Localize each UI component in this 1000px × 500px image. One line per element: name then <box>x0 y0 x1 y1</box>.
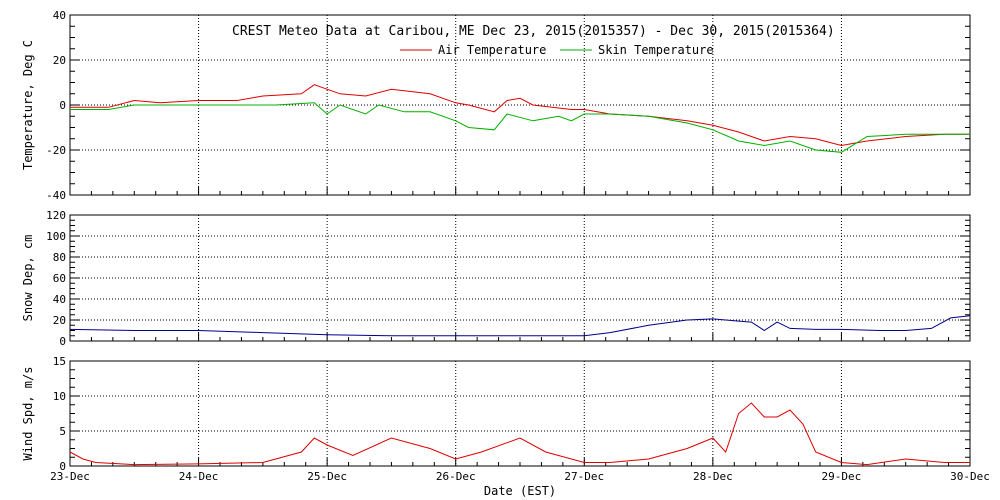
x-tick-label: 29-Dec <box>822 470 862 483</box>
y-axis-label: Temperature, Deg C <box>21 40 35 170</box>
y-tick-label: 60 <box>53 272 66 285</box>
x-tick-labels: 23-Dec 24-Dec 25-Dec 26-Dec 27-Dec 28-Dec 29-D… <box>50 470 990 483</box>
x-tick-label: 26-Dec <box>436 470 476 483</box>
y-tick-label: 20 <box>53 314 66 327</box>
y-tick-label: 0 <box>59 460 66 473</box>
y-tick-label: 40 <box>53 9 66 22</box>
x-tick-label: 25-Dec <box>307 470 347 483</box>
panel-1: 40 20 0 -20 -40 Temperature, Deg C <box>21 9 971 202</box>
x-tick-label: 24-Dec <box>179 470 219 483</box>
x-axis-label: Date (EST) <box>484 484 556 498</box>
panel-frame <box>69 360 971 467</box>
x-tick-label: 23-Dec <box>50 470 90 483</box>
y-axis-label: Snow Dep, cm <box>21 235 35 322</box>
y-tick-label: 100 <box>46 230 66 243</box>
legend-air-label: Air Temperature <box>438 43 546 57</box>
x-tick-label: 28-Dec <box>693 470 733 483</box>
chart-title: CREST Meteo Data at Caribou, ME Dec 23, … <box>232 24 835 39</box>
y-tick-label: -20 <box>46 144 66 157</box>
x-tick-label: 30-Dec <box>950 470 990 483</box>
y-tick-label: 40 <box>53 293 66 306</box>
y-tick-label: 20 <box>53 54 66 67</box>
y-tick-label: 0 <box>59 99 66 112</box>
y-tick-label: -40 <box>46 189 66 202</box>
legend: Air Temperature Skin Temperature <box>400 43 714 57</box>
legend-skin-label: Skin Temperature <box>598 43 714 57</box>
series-line-3-1 <box>69 402 970 466</box>
y-tick-label: 10 <box>53 390 66 403</box>
y-tick-label: 0 <box>59 335 66 348</box>
series-line-1-1 <box>70 84 970 147</box>
y-tick-label: 120 <box>46 209 66 222</box>
panel-3: 15 10 5 0 Wind Spd, m/s <box>21 355 971 473</box>
y-axis-label: Wind Spd, m/s <box>21 367 35 461</box>
y-tick-label: 80 <box>53 251 66 264</box>
y-tick-label: 5 <box>59 425 66 438</box>
series-line-2-1 <box>69 315 971 337</box>
series-line-1-2 <box>70 102 970 153</box>
x-tick-label: 27-Dec <box>564 470 604 483</box>
y-tick-label: 15 <box>53 355 66 368</box>
panel-2: 120 100 80 60 40 20 0 Snow Dep, cm <box>21 209 971 348</box>
